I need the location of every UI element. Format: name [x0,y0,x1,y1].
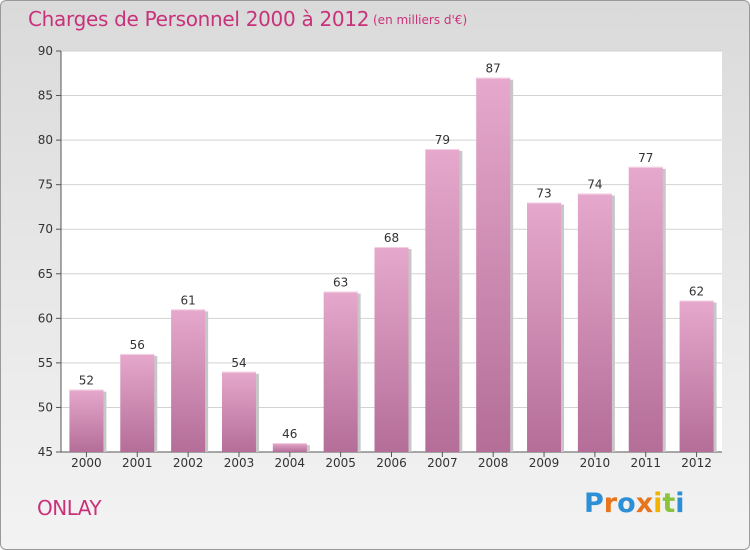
bar [323,291,358,452]
x-tick-label: 2006 [376,456,407,470]
logo-letter: i [675,488,685,519]
x-tick-label: 2010 [580,456,611,470]
x-tick-label: 2005 [325,456,356,470]
data-label: 52 [79,374,94,388]
bar [374,247,409,452]
x-tick-label: 2008 [478,456,509,470]
x-tick-label: 2000 [71,456,102,470]
x-tick-label: 2002 [173,456,204,470]
data-label: 54 [231,356,246,370]
bar [628,166,663,452]
data-label: 56 [130,338,145,352]
proxiti-logo: Proxiti [584,488,685,519]
x-tick-label: 2011 [630,456,661,470]
data-label: 79 [435,133,450,147]
data-label: 87 [486,62,501,76]
y-tick-label: 55 [38,356,53,370]
bar [221,371,256,452]
logo-letter: o [617,488,636,519]
x-tick-label: 2009 [529,456,560,470]
y-tick-label: 70 [38,222,53,236]
bar [577,193,612,453]
bar [69,389,104,452]
bar [171,309,206,452]
y-tick-label: 90 [38,44,53,58]
data-label: 74 [587,178,602,192]
y-tick-label: 75 [38,178,53,192]
data-label: 77 [638,151,653,165]
data-label: 46 [282,427,297,441]
logo-letter: i [653,488,663,519]
data-label: 63 [333,276,348,290]
bar [272,443,307,452]
bar [679,300,714,452]
bar [476,77,511,452]
y-tick-label: 85 [38,89,53,103]
y-tick-label: 65 [38,267,53,281]
x-tick-label: 2003 [224,456,255,470]
logo-letter: x [635,488,654,519]
bar [425,149,460,452]
x-tick-label: 2012 [681,456,712,470]
data-label: 73 [536,186,551,200]
x-tick-label: 2007 [427,456,458,470]
logo-letter: r [603,488,618,519]
commune-name: ONLAY [37,496,102,520]
chart-title: Charges de Personnel 2000 à 2012 [28,7,370,31]
bar [527,202,562,452]
y-tick-label: 50 [38,400,53,414]
y-tick-label: 80 [38,133,53,147]
data-label: 62 [689,285,704,299]
data-label: 68 [384,231,399,245]
chart-unit: (en milliers d'€) [373,13,468,27]
logo-letter: P [584,488,604,519]
x-tick-label: 2004 [275,456,306,470]
bar [120,353,155,452]
y-tick-label: 60 [38,311,53,325]
y-tick-label: 45 [38,445,53,459]
x-tick-label: 2001 [122,456,153,470]
data-label: 61 [180,293,195,307]
logo-letter: t [662,488,676,519]
